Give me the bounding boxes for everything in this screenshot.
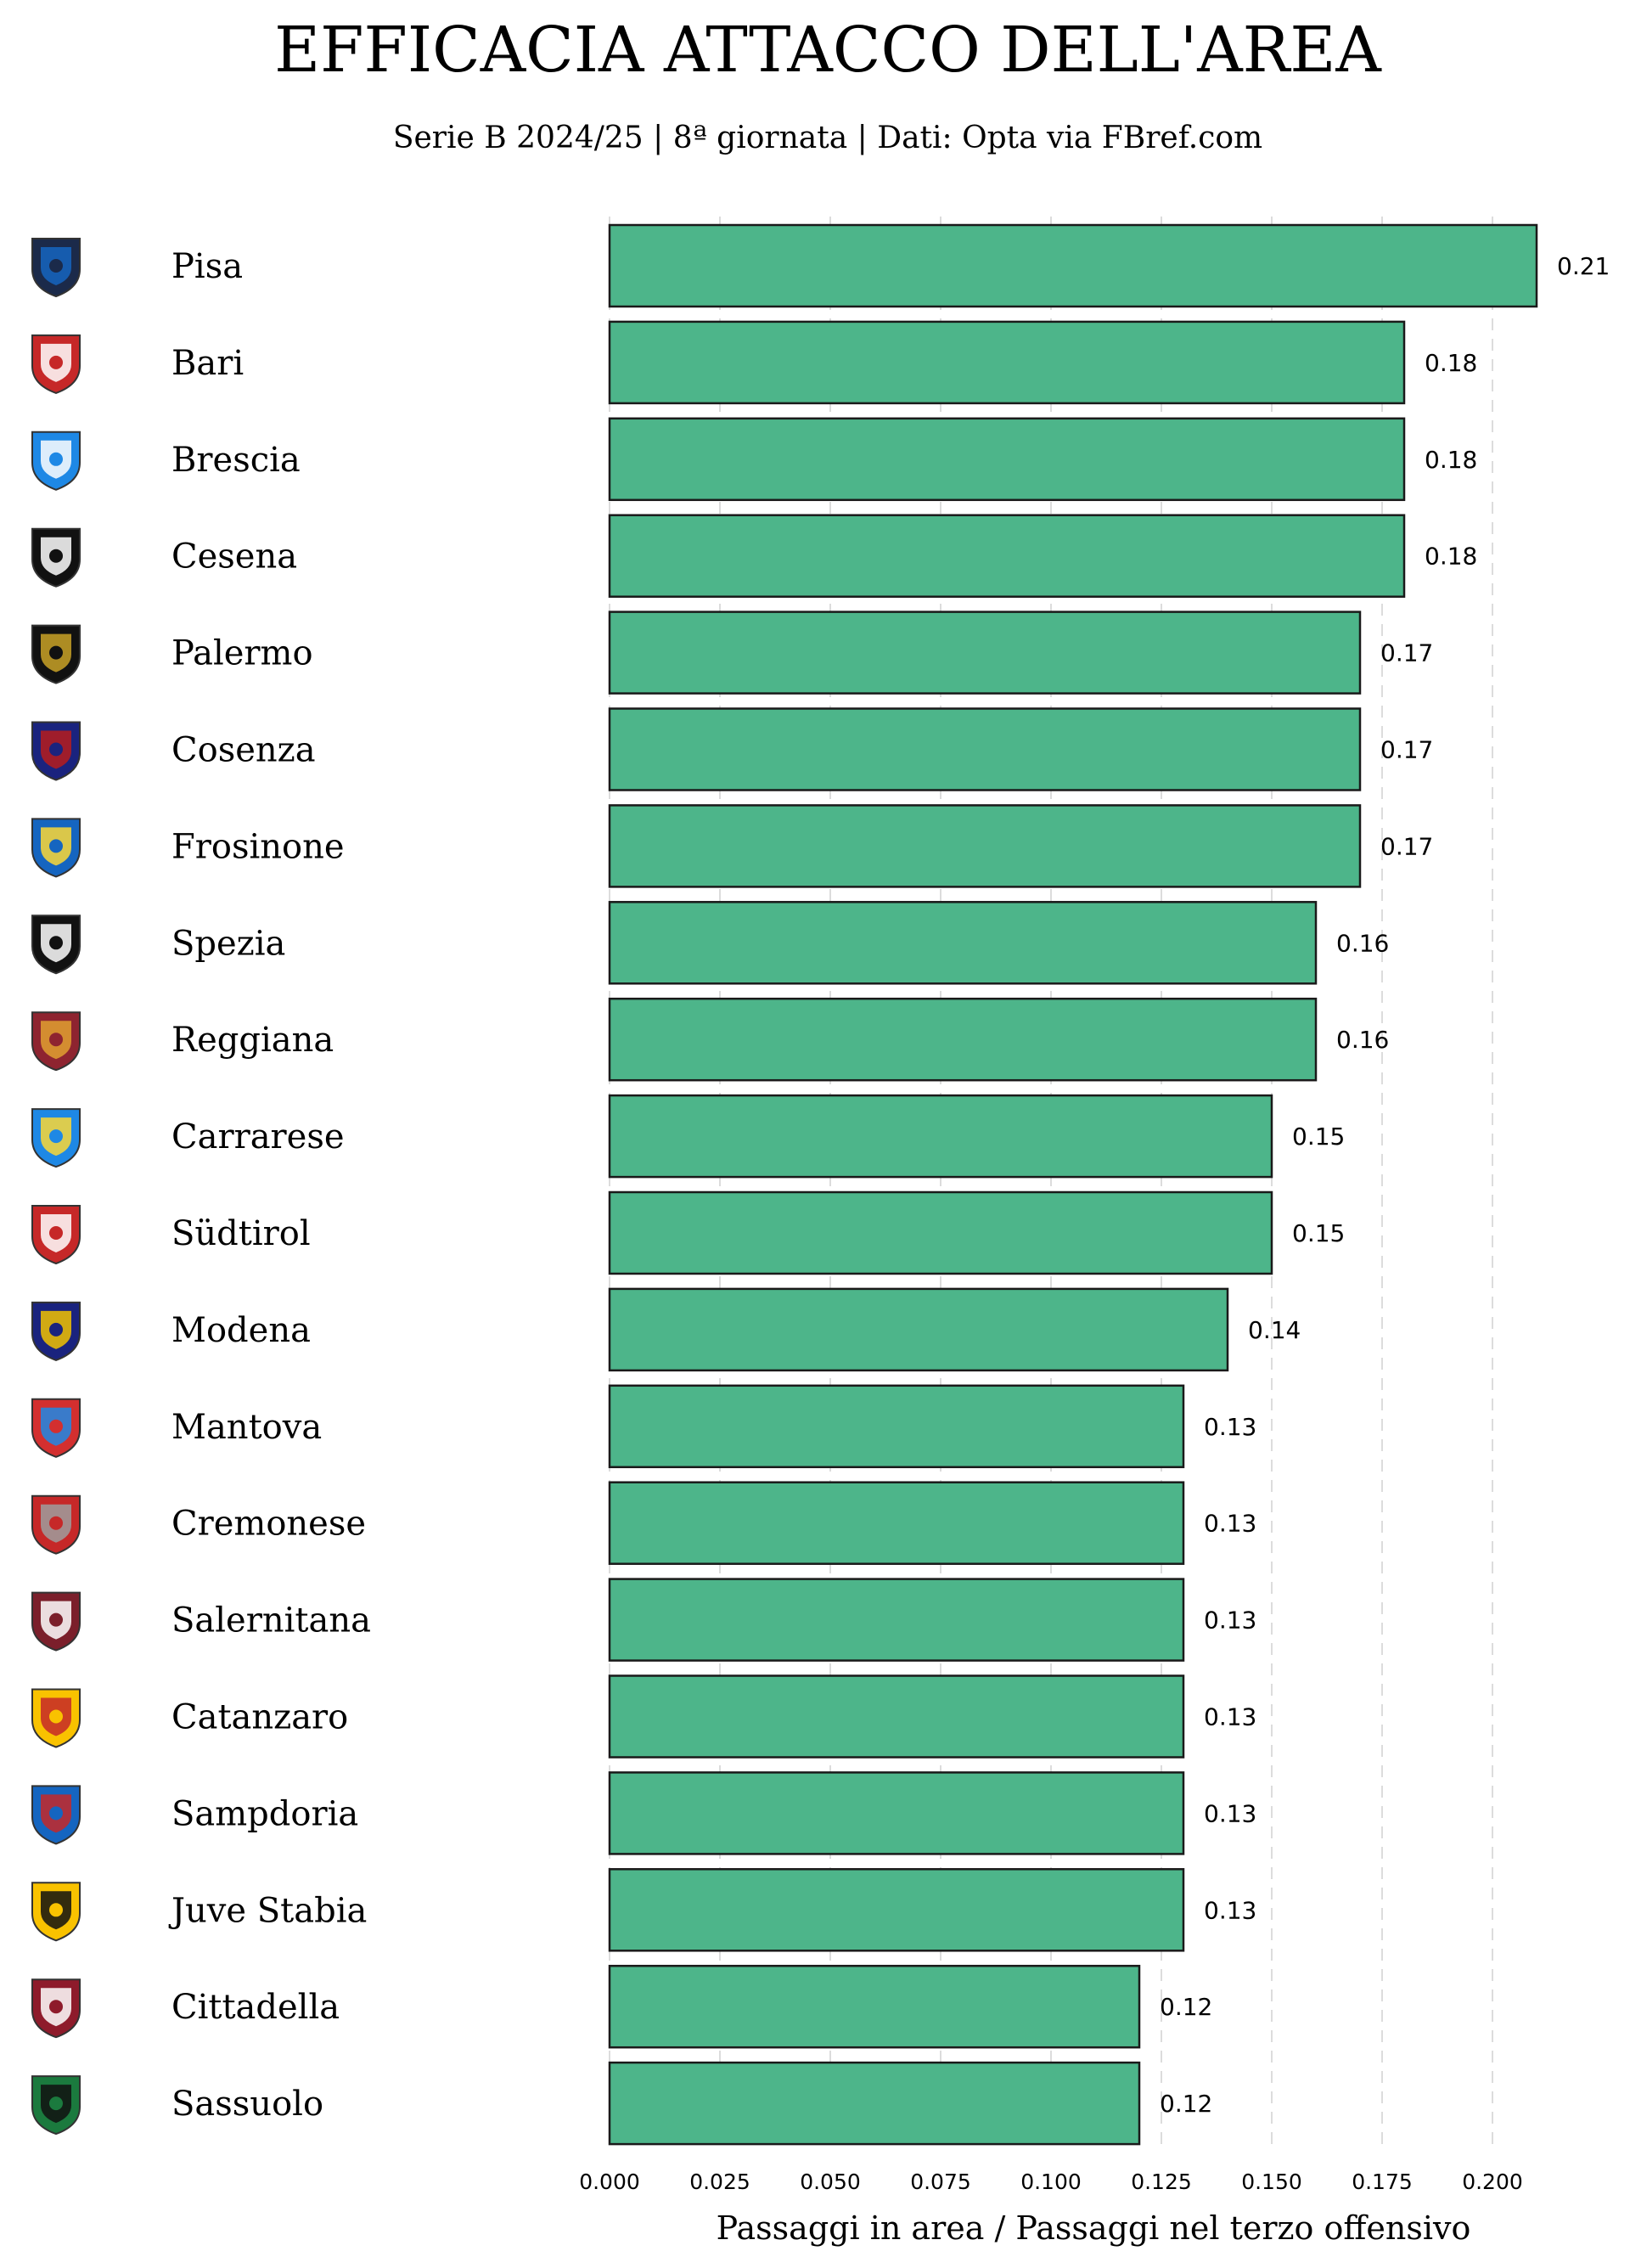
reggiana-badge-icon [31, 1011, 81, 1072]
cittadella-badge-icon [31, 1978, 81, 2039]
team-label: Sampdoria [171, 1794, 358, 1833]
bar-mantova [608, 1384, 1185, 1469]
value-label: 0.13 [1204, 1510, 1256, 1538]
value-label: 0.13 [1204, 1799, 1256, 1827]
bar-s-dtirol [608, 1190, 1273, 1275]
bari-badge-icon [31, 334, 81, 394]
value-label: 0.21 [1557, 252, 1610, 280]
team-label: Salernitana [171, 1601, 371, 1641]
sassuolo-badge-icon [31, 2075, 81, 2136]
team-label: Modena [171, 1311, 311, 1350]
value-label: 0.13 [1204, 1703, 1256, 1731]
brescia-badge-icon [31, 431, 81, 491]
team-label: Catanzaro [171, 1698, 348, 1737]
team-badges [31, 238, 81, 2136]
bar-cesena [608, 514, 1406, 598]
value-label: 0.17 [1380, 832, 1433, 860]
bar-juve-stabia [608, 1868, 1185, 1952]
team-label: Cesena [171, 537, 297, 577]
bar-sassuolo [608, 2061, 1141, 2146]
bar-cittadella [608, 1964, 1141, 2049]
value-label: 0.15 [1292, 1123, 1345, 1151]
value-labels: 0.21 0.18 0.18 0.18 0.17 0.17 0.17 0.16 0.16 0.15… [1160, 252, 1610, 2118]
bars [608, 223, 1538, 2146]
x-tick-label: 0.200 [1462, 2170, 1523, 2194]
team-label: Palermo [171, 634, 313, 673]
bar-brescia [608, 417, 1406, 502]
salernitana-badge-icon [31, 1591, 81, 1652]
bar-palermo [608, 611, 1362, 695]
value-label: 0.18 [1425, 349, 1477, 377]
team-label: Südtirol [171, 1214, 311, 1253]
pisa-badge-icon [31, 238, 81, 298]
bar-reggiana [608, 997, 1318, 1082]
bar-frosinone [608, 804, 1362, 888]
team-label: Juve Stabia [168, 1891, 367, 1930]
bar-bari [608, 320, 1406, 405]
value-label: 0.18 [1425, 446, 1477, 474]
team-label: Reggiana [171, 1021, 334, 1060]
value-label: 0.13 [1204, 1607, 1256, 1635]
bar-carrarese [608, 1094, 1273, 1179]
team-label: Frosinone [171, 827, 345, 866]
sampdoria-badge-icon [31, 1785, 81, 1845]
value-label: 0.17 [1380, 639, 1433, 667]
value-label: 0.17 [1380, 736, 1433, 764]
chart-subtitle: Serie B 2024/25 | 8ª giornata | Dati: Op… [393, 121, 1262, 155]
grid-lines [609, 217, 1493, 2148]
bar-catanzaro [608, 1674, 1185, 1759]
value-label: 0.13 [1204, 1413, 1256, 1441]
value-label: 0.13 [1204, 1896, 1256, 1924]
value-label: 0.15 [1292, 1219, 1345, 1247]
carrarese-badge-icon [31, 1108, 81, 1168]
x-tick-label: 0.050 [800, 2170, 861, 2194]
team-label: Pisa [171, 247, 243, 286]
cosenza-badge-icon [31, 721, 81, 781]
bar-cremonese [608, 1481, 1185, 1565]
value-label: 0.12 [1160, 1993, 1212, 2021]
chart-title: EFFICACIA ATTACCO DELL'AREA [274, 14, 1382, 87]
cremonese-badge-icon [31, 1494, 81, 1555]
team-label: Cremonese [171, 1505, 366, 1544]
team-label: Carrarese [171, 1117, 345, 1157]
x-tick-label: 0.175 [1352, 2170, 1413, 2194]
x-tick-label: 0.025 [689, 2170, 750, 2194]
team-label: Cosenza [171, 731, 316, 770]
bar-pisa [608, 223, 1538, 308]
catanzaro-badge-icon [31, 1688, 81, 1748]
sudtirol-badge-icon [31, 1205, 81, 1265]
team-label: Mantova [171, 1408, 322, 1447]
team-label: Sassuolo [171, 2085, 323, 2124]
bar-salernitana [608, 1578, 1185, 1662]
value-label: 0.16 [1336, 929, 1389, 957]
team-label: Brescia [171, 441, 301, 480]
x-tick-label: 0.100 [1020, 2170, 1082, 2194]
x-tick-label: 0.150 [1241, 2170, 1302, 2194]
value-label: 0.16 [1336, 1026, 1389, 1054]
mantova-badge-icon [31, 1398, 81, 1458]
bar-sampdoria [608, 1771, 1185, 1855]
x-tick-label: 0.125 [1131, 2170, 1192, 2194]
spezia-badge-icon [31, 915, 81, 975]
team-label: Cittadella [171, 1988, 340, 2027]
bar-cosenza [608, 707, 1362, 791]
team-label: Bari [171, 344, 244, 383]
bar-modena [608, 1287, 1229, 1372]
team-label: Spezia [171, 924, 285, 963]
x-axis-label: Passaggi in area / Passaggi nel terzo of… [717, 2209, 1471, 2247]
value-label: 0.12 [1160, 2090, 1212, 2118]
cesena-badge-icon [31, 527, 81, 588]
x-axis-ticks: 0.000 0.025 0.050 0.075 0.100 0.125 0.150 0.175… [579, 2170, 1523, 2194]
x-tick-label: 0.000 [579, 2170, 640, 2194]
modena-badge-icon [31, 1301, 81, 1361]
x-tick-label: 0.075 [910, 2170, 971, 2194]
value-label: 0.18 [1425, 543, 1477, 571]
juve-stabia-badge-icon [31, 1882, 81, 1942]
value-label: 0.14 [1248, 1316, 1301, 1344]
team-labels: Pisa Bari Brescia Cesena Palermo Cosenza Frosi… [168, 247, 371, 2124]
bar-spezia [608, 901, 1318, 985]
frosinone-badge-icon [31, 818, 81, 878]
palermo-badge-icon [31, 624, 81, 684]
